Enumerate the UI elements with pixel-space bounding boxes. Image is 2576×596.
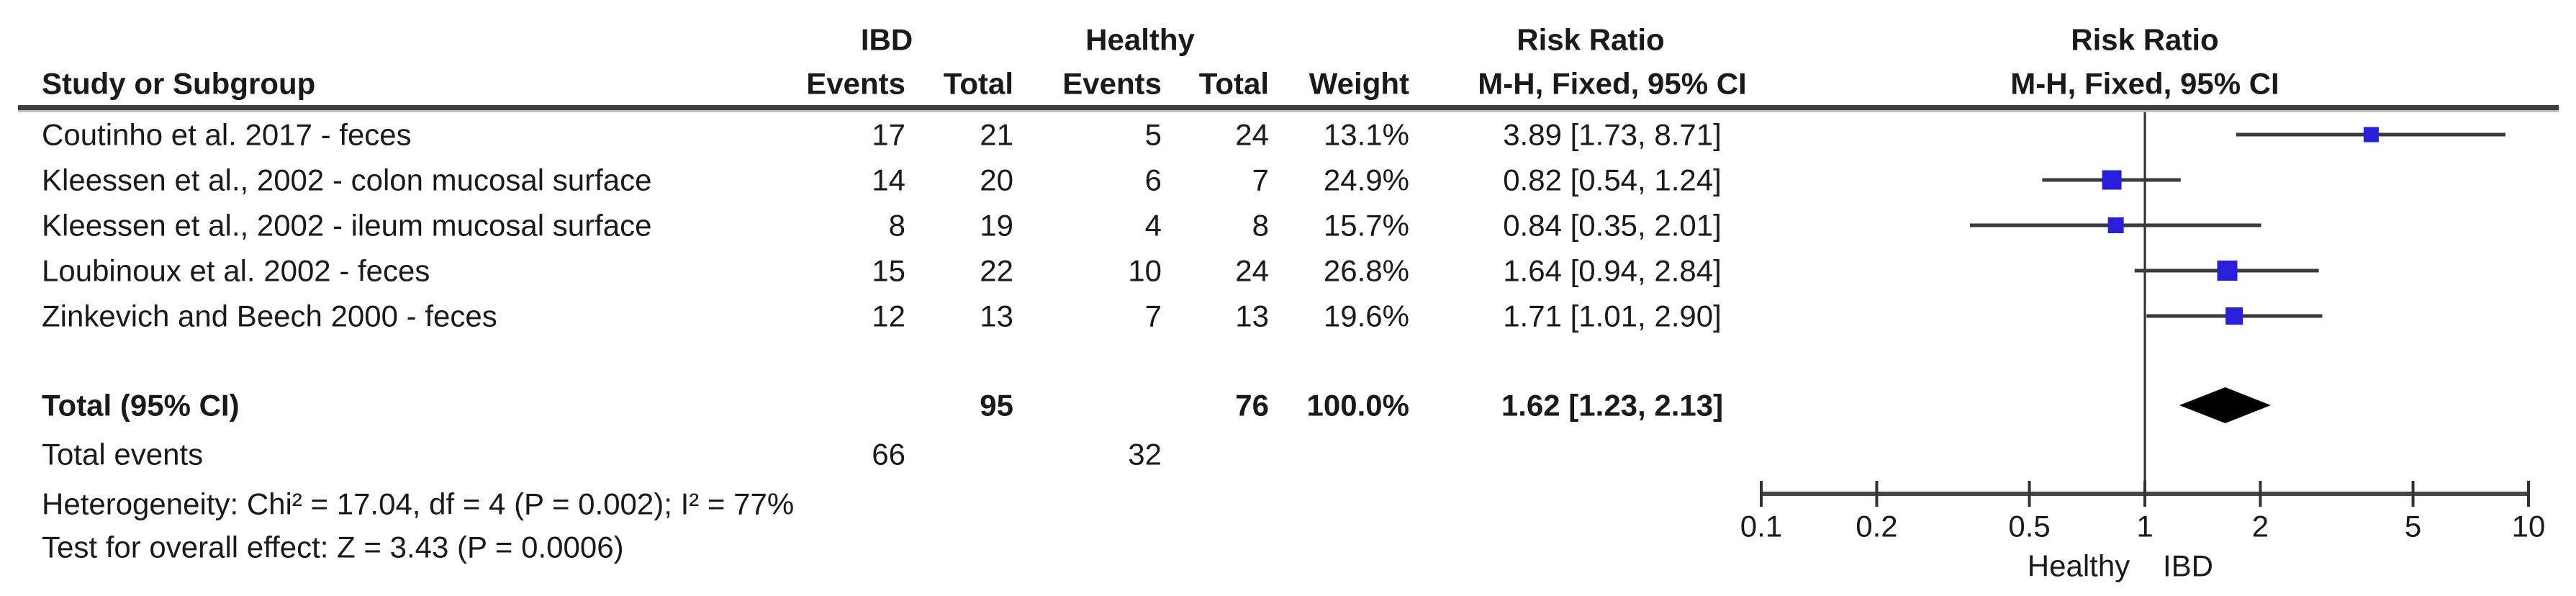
ibd-total-header: Total [943,66,1013,101]
ibd-events-header: Events [806,66,905,101]
axis-left-group-label: Healthy [2027,548,2130,583]
healthy-total-value: 13 [1235,299,1269,333]
risk-ratio-ci-text: 3.89 [1.73, 8.71] [1503,117,1722,152]
healthy-total-value: 24 [1235,117,1269,152]
study-label: Kleessen et al., 2002 - colon mucosal su… [42,163,652,197]
healthy-events-value: 4 [1144,208,1162,243]
overall-effect-text: Test for overall effect: Z = 3.43 (P = 0… [42,530,624,564]
method-plot-header: M-H, Fixed, 95% CI [2010,66,2279,101]
total-label: Total (95% CI) [42,388,240,423]
total-ibd-total: 95 [980,388,1013,423]
axis-tick-label: 0.5 [2008,509,2051,543]
healthy-total-value: 24 [1235,253,1269,288]
risk-ratio-ci-text: 0.84 [0.35, 2.01] [1503,208,1722,243]
study-label: Zinkevich and Beech 2000 - feces [42,299,497,333]
effect-square [2217,261,2238,281]
risk-ratio-ci-text: 1.64 [0.94, 2.84] [1503,253,1722,288]
healthy-total-header: Total [1198,66,1269,101]
weight-value: 13.1% [1323,117,1409,152]
risk-ratio-ci-text: 1.71 [1.01, 2.90] [1503,299,1722,333]
ibd-total-value: 22 [980,253,1013,288]
weight-header: Weight [1309,66,1409,101]
total-weight: 100.0% [1306,388,1409,423]
ibd-total-value: 19 [980,208,1013,243]
healthy-events-value: 6 [1144,163,1162,197]
healthy-events-value: 7 [1144,299,1162,333]
healthy-events-value: 5 [1144,117,1162,152]
risk-ratio-plot-header: Risk Ratio [2071,22,2219,57]
study-label: Loubinoux et al. 2002 - feces [42,253,430,288]
group1-header: IBD [860,22,913,57]
risk-ratio-ci-text: 0.82 [0.54, 1.24] [1503,163,1722,197]
healthy-total-value: 7 [1252,163,1269,197]
ibd-events-value: 8 [888,208,905,243]
ibd-total-value: 21 [980,117,1013,152]
axis-right-group-label: IBD [2162,548,2214,583]
weight-value: 24.9% [1323,163,1409,197]
healthy-total-value: 8 [1252,208,1269,243]
ibd-total-value: 20 [980,163,1013,197]
axis-tick-label: 0.2 [1856,509,1898,543]
effect-square [2363,127,2379,143]
header-rule [18,105,2559,112]
total-events-healthy: 32 [1128,437,1162,471]
ibd-events-value: 17 [872,117,905,152]
pooled-diamond [2179,387,2272,423]
ibd-events-value: 12 [872,299,905,333]
ibd-events-value: 14 [872,163,905,197]
weight-value: 19.6% [1323,299,1409,333]
axis-tick-label: 5 [2404,509,2422,543]
total-risk-ratio-ci-text: 1.62 [1.23, 2.13] [1501,388,1724,423]
ibd-total-value: 13 [980,299,1013,333]
weight-value: 15.7% [1323,208,1409,243]
method-column-header: M-H, Fixed, 95% CI [1478,66,1747,101]
risk-ratio-column-header: Risk Ratio [1517,22,1665,57]
study-label: Coutinho et al. 2017 - feces [42,117,412,152]
axis-tick-label: 1 [2136,509,2154,543]
axis-tick-label: 2 [2251,509,2269,543]
heterogeneity-text: Heterogeneity: Chi² = 17.04, df = 4 (P =… [42,487,795,521]
axis-tick-label: 10 [2511,509,2546,543]
axis-tick-label: 0.1 [1740,509,1783,543]
weight-value: 26.8% [1323,253,1409,288]
effect-square [2107,217,2124,233]
ibd-events-value: 15 [872,253,905,288]
effect-square [2225,307,2243,325]
study-label: Kleessen et al., 2002 - ileum mucosal su… [42,208,652,243]
total-events-ibd: 66 [872,437,905,471]
total-events-label: Total events [42,437,204,471]
healthy-events-value: 10 [1128,253,1162,288]
group2-header: Healthy [1085,22,1195,57]
healthy-events-header: Events [1062,66,1162,101]
effect-square [2102,170,2122,190]
total-healthy-total: 76 [1235,388,1269,423]
study-column-header: Study or Subgroup [42,66,316,101]
